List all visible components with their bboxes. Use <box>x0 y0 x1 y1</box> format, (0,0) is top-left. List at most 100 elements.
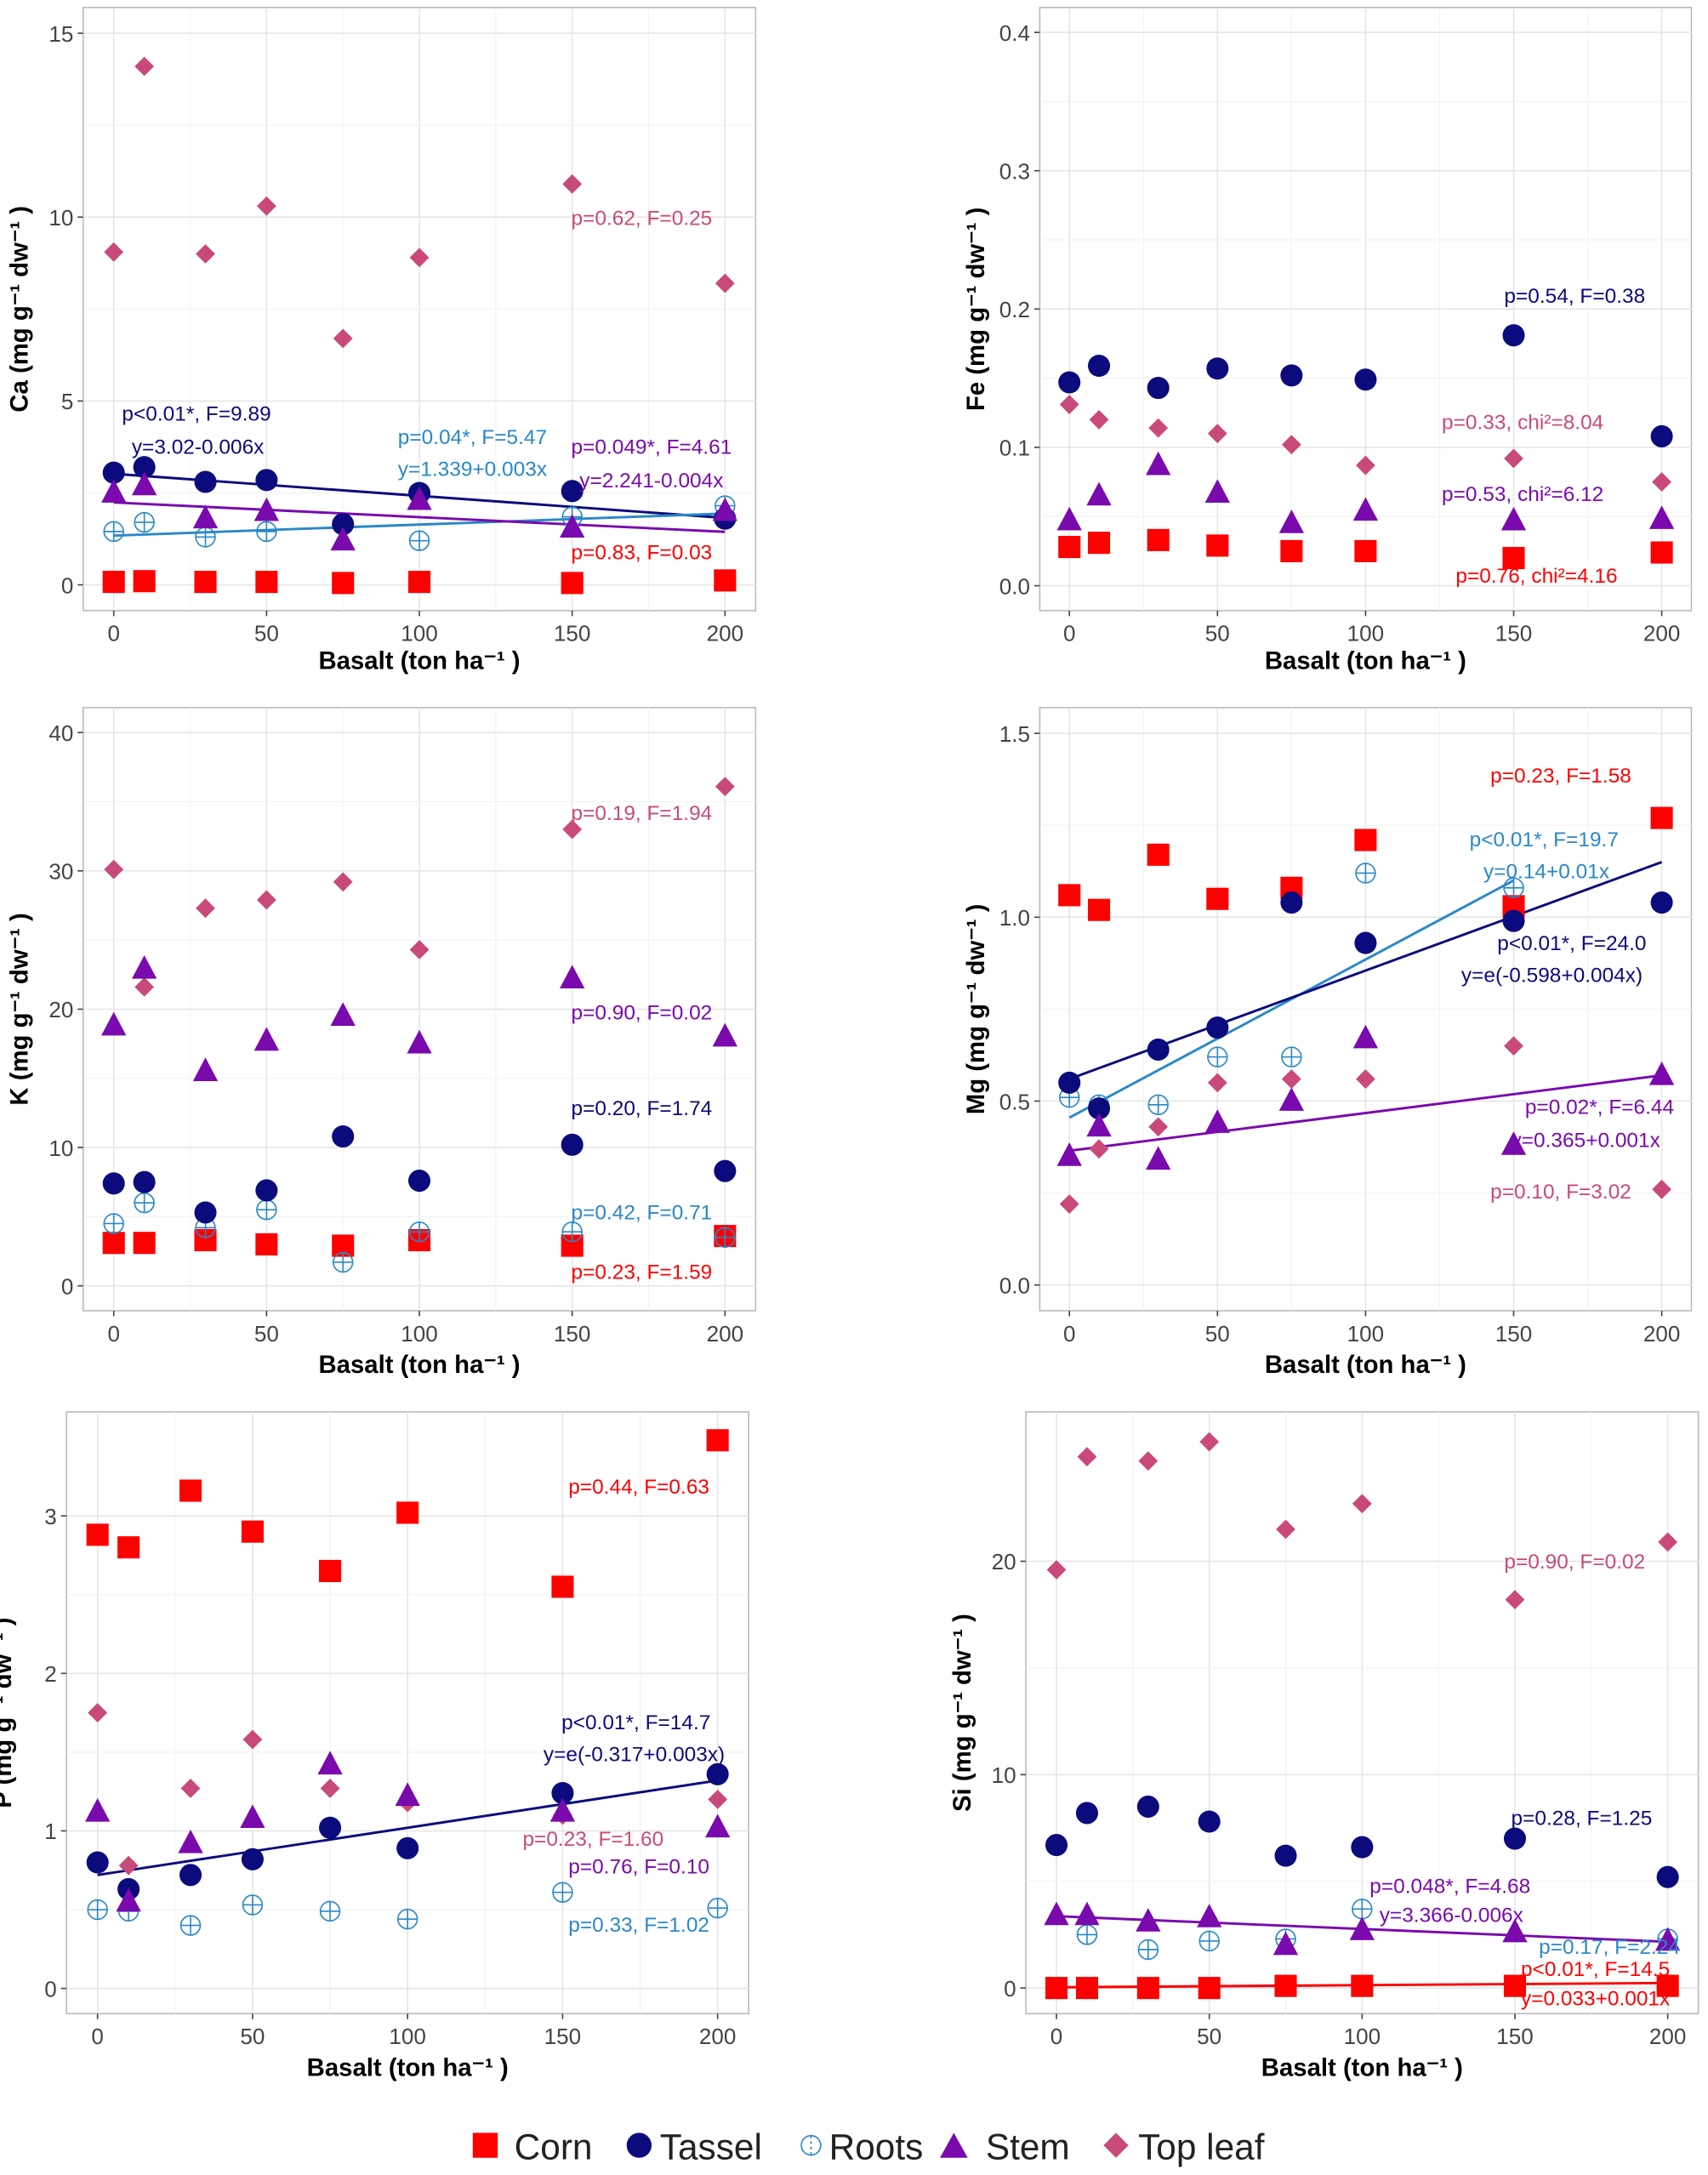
panel-2: 0 50 100 150 200 0.0 0.1 0.2 0.3 0.4 Basalt (ton h… <box>962 7 1693 675</box>
point-stem <box>705 1813 731 1838</box>
y-tick-label: 10 <box>48 205 73 231</box>
annotation-tassel: p=0.20, F=1.74 <box>572 1097 713 1120</box>
point-tassel <box>1088 354 1111 378</box>
y-tick-label: 1.5 <box>999 721 1030 747</box>
x-tick-label: 100 <box>1344 2024 1381 2049</box>
point-tassel <box>1503 1827 1527 1850</box>
point-stem <box>407 1029 432 1054</box>
annotation-top-leaf: p=0.90, F=0.02 <box>1504 1551 1645 1574</box>
point-stem <box>1502 1918 1528 1943</box>
x-tick-label: 200 <box>707 621 743 646</box>
panel-1: 0 50 100 150 200 0 5 10 15 Basalt (ton ha⁻¹ ) Ca (… <box>6 7 757 675</box>
x-tick-label: 150 <box>554 621 590 646</box>
x-tick-label: 50 <box>1197 2024 1221 2049</box>
legend-marker-corn <box>472 2132 498 2158</box>
point-roots <box>332 1251 354 1273</box>
x-tick-label: 0 <box>1050 2024 1063 2049</box>
legend-label-corn: Corn <box>515 2127 593 2166</box>
point-tassel <box>332 513 355 536</box>
point-roots <box>319 1900 341 1922</box>
point-tassel <box>1075 1802 1099 1825</box>
point-roots <box>1076 1924 1098 1945</box>
point-top-leaf <box>1059 395 1079 414</box>
point-corn <box>1650 541 1673 564</box>
point-corn <box>133 1232 156 1255</box>
annotation-corn: p=0.76, chi²=4.16 <box>1455 565 1617 588</box>
x-tick-label: 200 <box>1649 2024 1686 2049</box>
point-stem <box>1204 1109 1230 1133</box>
x-tick-label: 0 <box>1063 621 1076 646</box>
point-stem <box>101 479 127 503</box>
point-roots <box>1147 1094 1169 1116</box>
point-corn <box>1280 539 1303 562</box>
y-axis-label: Ca (mg g⁻¹ dw⁻¹ ) <box>6 206 34 413</box>
point-tassel <box>1198 1810 1221 1833</box>
point-top-leaf <box>1652 1179 1672 1199</box>
point-stem <box>1136 1908 1161 1932</box>
point-tassel <box>1354 368 1377 391</box>
annotation-stem: y=2.241-0.004x <box>579 470 723 493</box>
point-top-leaf <box>1276 1519 1295 1540</box>
annotation-roots: p<0.01*, F=19.7 <box>1470 828 1619 851</box>
panel-5: 0 50 100 150 200 0 1 2 3 Basalt (ton ha⁻¹ ) P (mg … <box>0 1411 749 2082</box>
point-roots <box>103 1213 124 1234</box>
point-tassel <box>1351 1836 1374 1859</box>
point-stem <box>1352 1024 1379 1049</box>
point-top-leaf <box>708 1790 728 1809</box>
point-tassel <box>319 1816 342 1839</box>
y-tick-label: 0.3 <box>999 158 1030 184</box>
annotation-stem: p=0.049*, F=4.61 <box>572 436 732 459</box>
point-corn <box>86 1523 109 1546</box>
y-tick-label: 40 <box>48 720 73 746</box>
y-tick-label: 0 <box>1004 1976 1016 2001</box>
point-roots <box>256 521 277 543</box>
point-tassel <box>1502 909 1525 932</box>
point-tassel <box>561 480 584 503</box>
point-stem <box>253 1027 280 1051</box>
point-roots <box>1355 863 1376 884</box>
point-tassel <box>1650 891 1673 914</box>
annotation-top-leaf: p=0.19, F=1.94 <box>572 802 713 825</box>
y-axis-label: P (mg g⁻¹ dw⁻¹ ) <box>0 1617 17 1808</box>
point-stem <box>1204 479 1230 504</box>
point-top-leaf <box>333 872 353 892</box>
point-tassel <box>1274 1844 1297 1867</box>
annotation-corn: y=0.033+0.001x <box>1521 1987 1670 2010</box>
point-tassel <box>1058 1071 1081 1094</box>
point-stem <box>1197 1904 1222 1927</box>
x-tick-label: 100 <box>401 621 437 646</box>
point-corn <box>407 571 431 594</box>
y-tick-label: 0 <box>61 572 74 598</box>
x-tick-label: 0 <box>1063 1321 1076 1347</box>
point-stem <box>1056 1142 1082 1166</box>
point-tassel <box>407 1170 431 1193</box>
point-corn <box>332 572 355 595</box>
point-roots <box>1207 1046 1228 1068</box>
y-tick-label: 30 <box>48 859 73 885</box>
point-roots <box>408 530 430 551</box>
annotation-roots: y=1.339+0.003x <box>398 458 547 481</box>
point-corn <box>1088 898 1111 921</box>
annotation-top-leaf: p=0.10, F=3.02 <box>1490 1181 1631 1204</box>
annotation-top-leaf: p=0.62, F=0.25 <box>572 208 713 231</box>
point-stem <box>1648 1061 1675 1085</box>
point-tassel <box>1502 324 1525 347</box>
point-roots <box>1503 877 1524 898</box>
point-corn <box>1198 1977 1221 2000</box>
point-top-leaf <box>104 242 124 262</box>
x-axis-label: Basalt (ton ha⁻¹ ) <box>318 646 520 675</box>
point-tassel <box>86 1851 109 1874</box>
annotation-tassel: p<0.01*, F=9.89 <box>122 403 270 426</box>
annotation-stem: y=3.366-0.006x <box>1380 1905 1523 1927</box>
point-top-leaf <box>1077 1447 1097 1466</box>
annotation-tassel: p=0.28, F=1.25 <box>1512 1808 1653 1831</box>
point-tassel <box>1650 424 1673 447</box>
legend-label-top-leaf: Top leaf <box>1138 2127 1265 2166</box>
point-top-leaf <box>1281 1069 1301 1089</box>
y-tick-label: 3 <box>44 1504 57 1529</box>
point-top-leaf <box>1505 1590 1525 1610</box>
annotation-tassel: p=0.54, F=0.38 <box>1504 285 1645 308</box>
point-corn <box>1147 528 1170 551</box>
panel-6: 0 50 100 150 200 0 10 20 Basalt (ton ha⁻¹ ) Si (m… <box>948 1411 1699 2082</box>
